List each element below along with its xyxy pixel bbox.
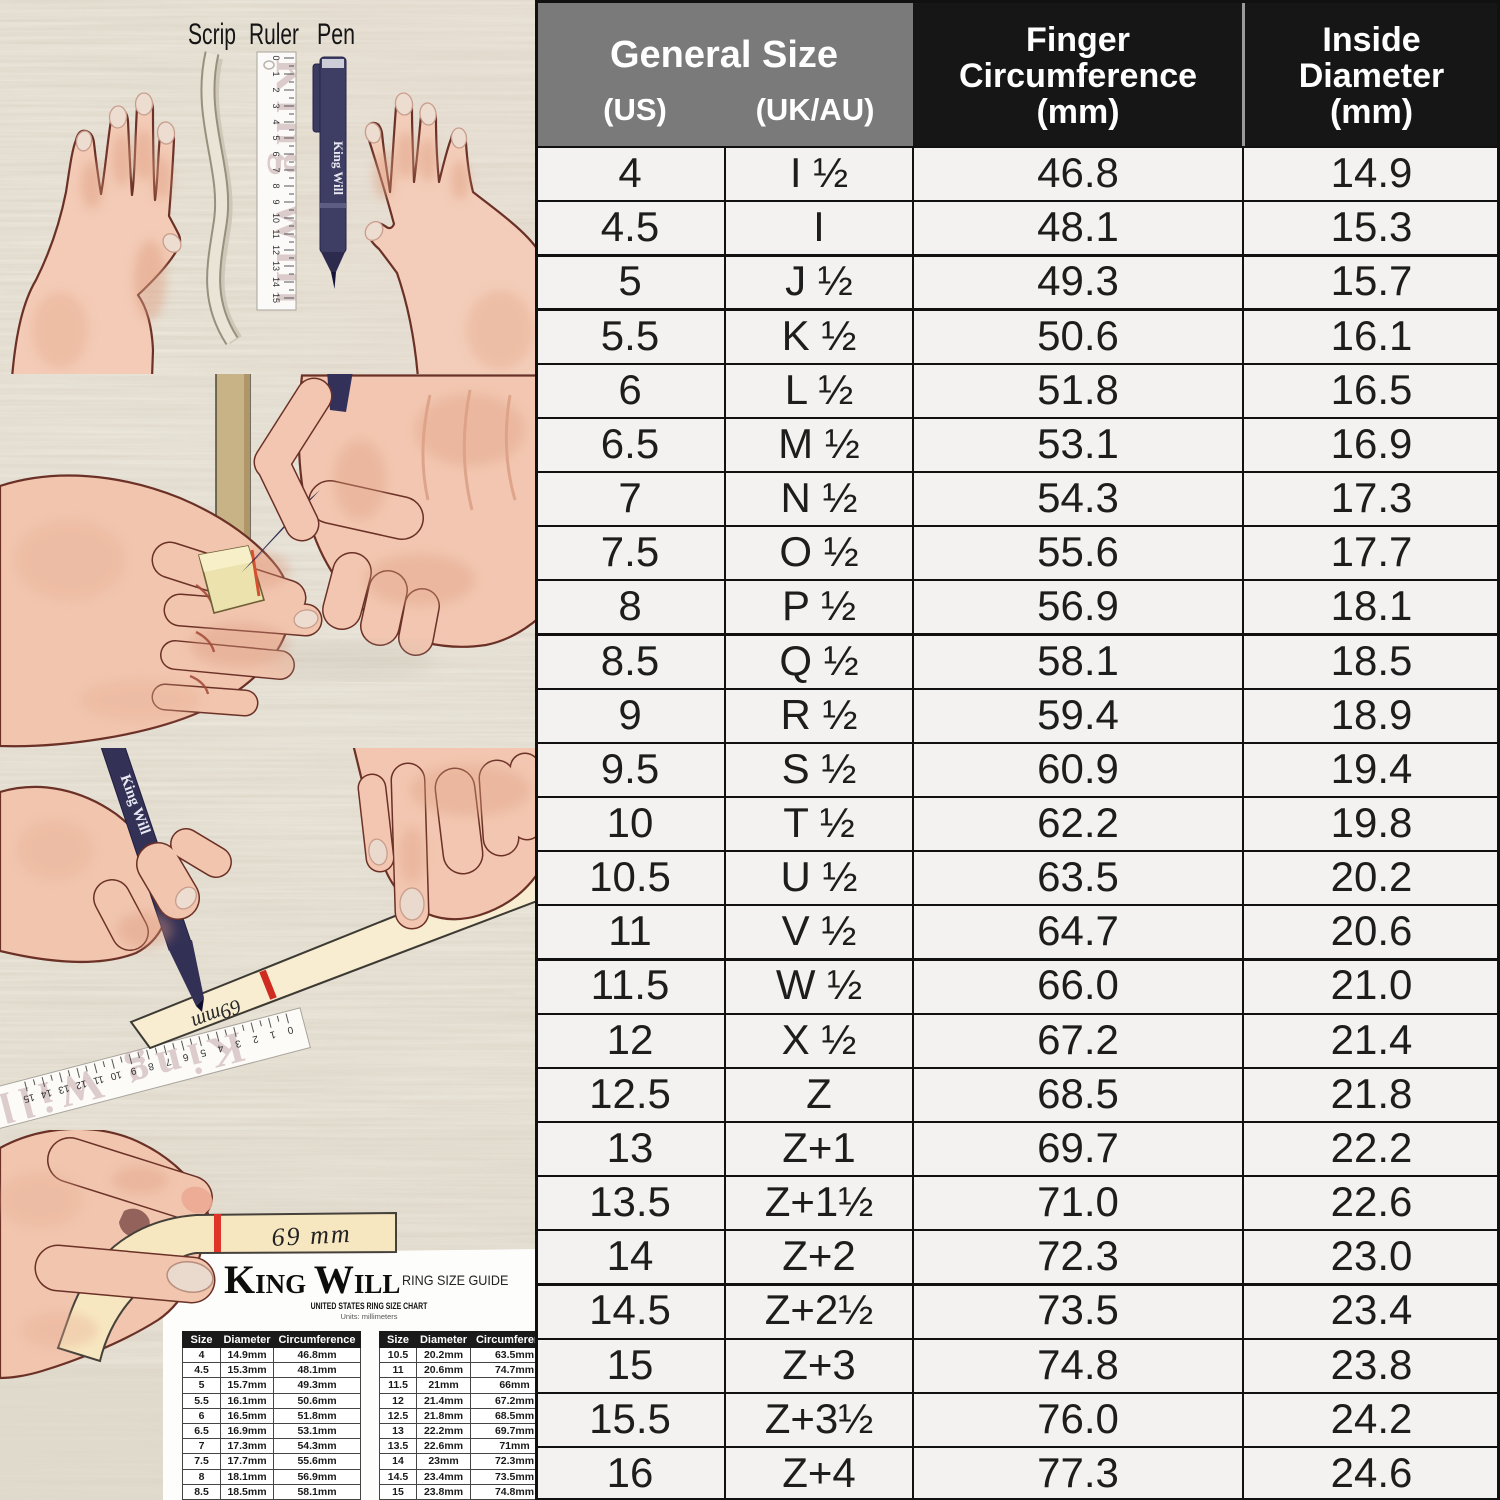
svg-text:0: 0 (271, 55, 281, 60)
svg-text:69 mm: 69 mm (271, 1219, 352, 1252)
svg-text:12: 12 (271, 245, 281, 255)
svg-text:14: 14 (271, 277, 281, 287)
svg-text:2: 2 (251, 1033, 260, 1045)
svg-text:1: 1 (271, 71, 281, 76)
svg-text:7: 7 (271, 167, 281, 172)
svg-text:10: 10 (109, 1068, 123, 1082)
svg-text:7: 7 (164, 1055, 173, 1067)
svg-text:4: 4 (216, 1042, 225, 1054)
svg-text:9: 9 (129, 1064, 138, 1076)
svg-text:13: 13 (57, 1082, 71, 1096)
svg-text:12: 12 (74, 1077, 88, 1091)
svg-text:8: 8 (146, 1060, 155, 1072)
svg-text:15: 15 (22, 1091, 36, 1105)
svg-text:10: 10 (271, 213, 281, 223)
svg-text:5: 5 (199, 1046, 208, 1058)
svg-text:4: 4 (271, 119, 281, 124)
svg-text:8: 8 (271, 183, 281, 188)
svg-text:6: 6 (271, 151, 281, 156)
svg-text:King Will: King Will (331, 141, 346, 195)
svg-text:6: 6 (181, 1051, 190, 1063)
svg-text:0: 0 (286, 1024, 295, 1036)
svg-text:Ruler: Ruler (249, 18, 299, 51)
svg-text:2: 2 (271, 87, 281, 92)
svg-text:13: 13 (271, 261, 281, 271)
svg-text:3: 3 (233, 1037, 242, 1049)
svg-text:1: 1 (268, 1028, 277, 1040)
svg-text:11: 11 (271, 229, 281, 238)
svg-text:11: 11 (92, 1073, 105, 1086)
svg-text:Scrip: Scrip (188, 18, 236, 51)
svg-text:3: 3 (271, 103, 281, 108)
svg-text:15: 15 (271, 293, 281, 303)
svg-text:5: 5 (271, 135, 281, 140)
svg-text:Pen: Pen (317, 18, 355, 51)
svg-text:9: 9 (271, 199, 281, 204)
svg-text:14: 14 (39, 1086, 53, 1100)
